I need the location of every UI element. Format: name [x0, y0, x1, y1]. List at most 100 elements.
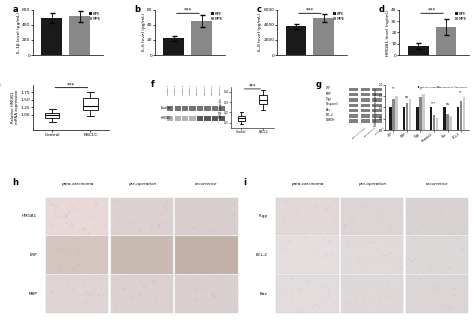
Bar: [372, 109, 382, 112]
Bar: [361, 104, 370, 107]
Text: Bax: Bax: [260, 292, 267, 296]
Bar: [406, 275, 468, 313]
Y-axis label: Relative HMGB1
mRNA expression: Relative HMGB1 mRNA expression: [10, 90, 19, 125]
Text: pre-operation: pre-operation: [364, 127, 376, 137]
Text: g: g: [316, 80, 322, 89]
Text: h: h: [13, 178, 18, 187]
Text: para-carcinoma: para-carcinoma: [352, 127, 366, 138]
Bar: [182, 116, 188, 120]
Bar: [361, 109, 370, 112]
Bar: [191, 21, 212, 55]
Text: NSCLC 3: NSCLC 3: [212, 85, 213, 95]
Bar: [361, 93, 370, 96]
Bar: [372, 88, 382, 91]
Y-axis label: IL-6 level (pg/mL): IL-6 level (pg/mL): [142, 13, 146, 52]
Y-axis label: HMGB1 level (ng/mL): HMGB1 level (ng/mL): [386, 9, 390, 56]
Bar: [349, 119, 358, 123]
Text: ***: ***: [67, 82, 75, 87]
Bar: [46, 197, 108, 235]
Bar: [372, 98, 382, 102]
Bar: [276, 275, 338, 313]
Text: para-carcinoma: para-carcinoma: [61, 182, 93, 186]
Text: MRP: MRP: [28, 292, 37, 296]
Text: P-gp: P-gp: [258, 214, 267, 218]
Text: d: d: [379, 5, 384, 14]
Bar: [174, 106, 181, 110]
Bar: [361, 114, 370, 118]
Bar: [372, 119, 382, 123]
Text: para-carcinoma: para-carcinoma: [292, 182, 324, 186]
PathPatch shape: [83, 98, 98, 110]
Bar: [219, 116, 226, 120]
Bar: [46, 236, 108, 274]
Text: Control 2: Control 2: [175, 85, 176, 95]
Bar: [190, 106, 196, 110]
Bar: [276, 197, 338, 235]
Bar: [361, 98, 370, 102]
Bar: [175, 197, 237, 235]
Text: Bax: Bax: [326, 108, 331, 111]
Text: BCL-2: BCL-2: [255, 253, 267, 257]
Legend: BPE, MPE: BPE, MPE: [89, 12, 101, 21]
Bar: [276, 236, 338, 274]
Bar: [197, 116, 203, 120]
Bar: [190, 116, 196, 120]
Text: ***: ***: [306, 8, 314, 13]
Bar: [372, 93, 382, 96]
Bar: [111, 197, 173, 235]
Bar: [285, 26, 307, 55]
Text: pre-operation: pre-operation: [128, 182, 156, 186]
Bar: [197, 106, 203, 110]
Text: BCL-2: BCL-2: [326, 113, 334, 117]
Bar: [372, 104, 382, 107]
Bar: [349, 104, 358, 107]
Text: LRP: LRP: [326, 86, 331, 90]
Bar: [341, 275, 403, 313]
Bar: [111, 275, 173, 313]
Bar: [361, 88, 370, 91]
Text: recurrence: recurrence: [426, 182, 448, 186]
Y-axis label: IL-8 level (pg/mL): IL-8 level (pg/mL): [258, 13, 262, 52]
Bar: [175, 275, 237, 313]
Text: c: c: [256, 5, 262, 14]
Bar: [341, 236, 403, 274]
Bar: [164, 38, 184, 55]
Bar: [349, 109, 358, 112]
Text: f: f: [151, 80, 155, 89]
Legend: BPE, MPE: BPE, MPE: [455, 12, 467, 21]
PathPatch shape: [45, 113, 59, 118]
Text: Control 3: Control 3: [182, 85, 184, 95]
Text: ***: ***: [184, 8, 192, 13]
Text: e: e: [0, 80, 1, 89]
Text: GAPDH: GAPDH: [326, 118, 335, 122]
Bar: [349, 88, 358, 91]
Text: a: a: [12, 5, 18, 14]
Legend: BPE, MPE: BPE, MPE: [333, 12, 345, 21]
Text: recurrence: recurrence: [375, 127, 385, 135]
Text: NSCLC 4: NSCLC 4: [220, 85, 221, 95]
Bar: [349, 98, 358, 102]
Text: ***: ***: [428, 8, 436, 13]
Text: P-gp: P-gp: [326, 97, 332, 101]
Bar: [212, 116, 218, 120]
Bar: [167, 106, 173, 110]
Bar: [167, 116, 173, 120]
Bar: [204, 116, 210, 120]
Legend: BPE, MPE: BPE, MPE: [210, 12, 223, 21]
Bar: [69, 16, 90, 55]
Bar: [41, 18, 62, 55]
Bar: [182, 106, 188, 110]
Text: i: i: [243, 178, 246, 187]
Bar: [313, 18, 334, 55]
Bar: [349, 114, 358, 118]
Bar: [46, 275, 108, 313]
Y-axis label: IL-1β level (pg/mL): IL-1β level (pg/mL): [17, 12, 21, 53]
Bar: [219, 106, 226, 110]
Bar: [436, 27, 456, 55]
Bar: [372, 114, 382, 118]
Text: LRP: LRP: [29, 253, 37, 257]
Text: Control 1: Control 1: [168, 85, 169, 95]
Text: MRP: MRP: [326, 91, 331, 96]
Bar: [175, 236, 237, 274]
Text: NSCLC 1: NSCLC 1: [198, 85, 199, 95]
